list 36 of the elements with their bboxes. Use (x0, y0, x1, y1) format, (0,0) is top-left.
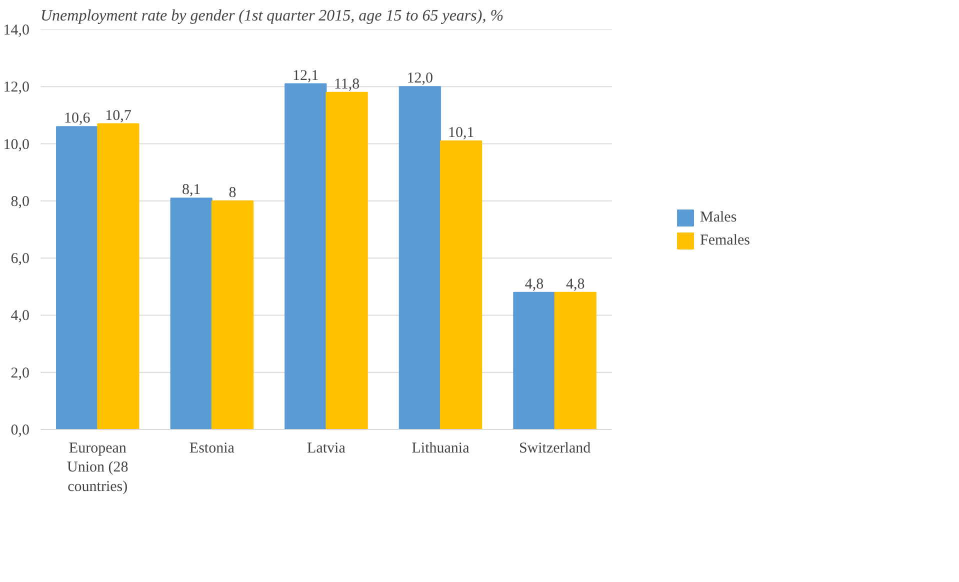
data-label: 12,0 (406, 70, 434, 87)
y-tick-label: 2,0 (10, 365, 30, 382)
data-label: 4,8 (566, 276, 585, 292)
bar (170, 198, 212, 430)
y-tick-label: 12,0 (3, 80, 30, 96)
bar (284, 83, 327, 430)
bar (513, 292, 556, 430)
y-tick-label: 0,0 (10, 422, 30, 438)
x-tick-label: Estonia (189, 440, 235, 456)
legend-label: Females (700, 232, 750, 249)
bar (97, 123, 140, 430)
x-tick-label: European Union (28 countries) (67, 440, 128, 495)
data-label: 10,7 (105, 108, 132, 124)
y-tick-label: 10,0 (3, 136, 30, 153)
bar (398, 86, 441, 430)
bar (56, 126, 98, 430)
y-tick-label: 6,0 (10, 251, 30, 268)
bar (326, 92, 368, 430)
chart-title: Unemployment rate by gender (1st quarter 2015, age 15 to 65 years), % (40, 8, 504, 24)
y-tick-label: 14,0 (3, 22, 30, 38)
data-label: 12,1 (292, 68, 319, 84)
y-tick-label: 8,0 (10, 194, 30, 210)
x-tick-label: Lithuania (412, 440, 470, 456)
x-tick-label: Latvia (307, 440, 346, 456)
x-tick-label: Switzerland (518, 440, 592, 456)
bar (440, 140, 482, 430)
y-tick-label: 4,0 (10, 308, 30, 324)
data-label: 11,8 (334, 76, 360, 92)
data-label: 4,8 (524, 276, 544, 292)
data-label: 8 (228, 184, 236, 201)
data-label: 10,6 (64, 110, 91, 127)
data-label: 10,1 (448, 124, 474, 141)
legend-label: Males (700, 209, 737, 226)
bar (211, 200, 254, 430)
data-label: 8,1 (182, 182, 201, 198)
bar (554, 292, 596, 430)
